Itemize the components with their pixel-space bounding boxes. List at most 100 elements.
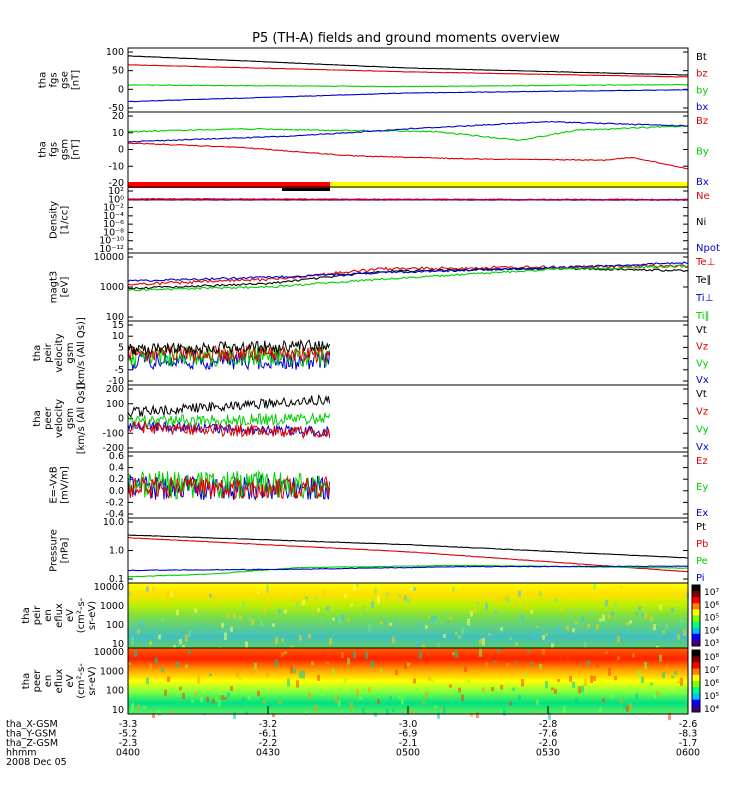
spectrogram-cell <box>608 614 611 619</box>
legend-item: Vy <box>696 358 709 369</box>
spectrogram-cell <box>530 609 533 614</box>
spectrogram-cell <box>332 668 335 676</box>
spectrogram-cell <box>335 695 338 704</box>
spectrogram-cell <box>311 661 314 665</box>
legend-item: Vt <box>696 325 707 336</box>
y-tick-label: 10 <box>112 705 124 716</box>
colorbar-frame <box>691 584 701 647</box>
spectrogram-cell <box>557 679 560 682</box>
x-tick-label: -3.3 <box>119 719 138 730</box>
spectrogram-cell <box>464 666 467 672</box>
spectrogram-cell <box>431 679 434 682</box>
panel-peir-spec: thapeirenefluxeV(cm²-s-sr-eV) 10000 1000 10… <box>21 582 719 650</box>
spectrogram-cell <box>545 680 548 689</box>
y-axis-label: thafgsgse[nT] <box>38 70 82 90</box>
x-tick-label: 0400 <box>116 748 140 759</box>
spectrogram-cell <box>662 630 665 634</box>
spectrogram-cell <box>443 706 446 713</box>
legend-item: Ti∥ <box>695 311 710 322</box>
spectrogram-cell <box>563 706 566 715</box>
spectrogram-cell <box>200 696 203 703</box>
spectrogram-cell <box>500 627 503 631</box>
spectrogram-cell <box>206 634 209 638</box>
y-tick-label: 5 <box>118 342 124 353</box>
spectrogram-cell <box>581 685 584 693</box>
y-tick-label: 0 <box>118 145 124 156</box>
spectrogram-cell <box>350 702 353 711</box>
spectrogram-cell <box>461 628 464 635</box>
spectrogram-cell <box>611 611 614 617</box>
spectrogram-cell <box>476 712 479 719</box>
y-tick-label: 0.0 <box>109 486 124 497</box>
panel-frame <box>127 384 689 453</box>
spectrogram-cell <box>368 623 371 632</box>
spectrogram-cell <box>389 622 392 626</box>
spectrogram-cell <box>149 663 152 669</box>
y-tick-label: 10.0 <box>103 517 124 528</box>
spectrogram-cell <box>146 586 149 592</box>
y-tick-label: 10⁻⁴ <box>103 211 124 222</box>
spectrogram-cell <box>242 697 245 702</box>
y-tick-label: -0.4 <box>105 509 124 520</box>
y-axis-label: thapeirenefluxeV(cm²-s-sr-eV) <box>21 597 98 633</box>
spectrogram-cell <box>659 604 662 611</box>
y-tick-label: 10⁰ <box>108 194 124 205</box>
y-tick-label: 0 <box>118 414 124 425</box>
colorbar-segment <box>692 603 700 610</box>
legend-item: Bt <box>696 52 707 63</box>
y-axis-label-line: tha <box>21 673 32 689</box>
y-axis-label-line: fgs <box>49 72 60 87</box>
y-axis-label: magt3[eV] <box>49 271 71 304</box>
spectrogram-cell <box>344 594 347 598</box>
y-tick-label: -100 <box>102 428 124 439</box>
legend-item: Te⊥ <box>695 257 715 268</box>
spectrogram-cell <box>284 651 287 654</box>
y-axis-label-line: tha <box>38 141 49 157</box>
panel-temp: magt3[eV] 10000 1000 100 Te⊥ Te∥ Ti⊥ Ti∥ <box>49 252 716 323</box>
spectrogram-cell <box>176 609 179 616</box>
spectrogram-cell <box>680 619 683 623</box>
spectrogram-cell <box>215 604 218 609</box>
spectrogram-cell <box>386 592 389 597</box>
x-tick-label: -1.7 <box>679 738 698 749</box>
y-tick-label: 10⁻⁶ <box>103 219 124 230</box>
spectrogram-cell <box>590 675 593 683</box>
spectrogram-cell <box>152 713 155 718</box>
spectrogram-cell <box>548 638 551 644</box>
spectrogram-cell <box>467 618 470 626</box>
spectrogram-cell <box>608 667 611 676</box>
series-line-Bz <box>127 142 689 170</box>
legend-item: Ez <box>696 456 708 467</box>
spectrogram-cell <box>179 686 182 691</box>
y-axis-label: thapeervelocitygsm[km/s (All Qs)] <box>32 383 87 455</box>
spectrogram-cell <box>572 681 575 689</box>
spectrogram-cell <box>224 632 227 641</box>
spectrogram-cell <box>362 708 365 714</box>
spectrogram-cell <box>233 613 236 619</box>
spectrogram-cell <box>389 695 392 701</box>
x-tick-label: -2.6 <box>679 719 698 730</box>
spectrogram-cell <box>491 613 494 619</box>
y-tick-label: 1000 <box>100 601 124 612</box>
y-axis-label-line: peer <box>32 669 43 693</box>
spectrogram-cell <box>386 708 389 715</box>
y-tick-label: 0.4 <box>109 463 124 474</box>
y-axis-label: thapeerenefluxeV(cm²-s-sr-eV) <box>21 663 98 699</box>
spectrogram-cell <box>479 639 482 645</box>
spectrogram-cell <box>134 625 137 634</box>
y-tick-label: 0.6 <box>109 451 124 462</box>
spectrogram-cell <box>482 687 485 692</box>
legend-item: Vz <box>696 342 708 353</box>
colorbar-segment <box>692 681 700 688</box>
spectrogram-cell <box>359 696 362 701</box>
spectrogram-cell <box>473 669 476 673</box>
panel-fgs-gsm: thafgsgsm[nT] 20 10 0 -10 -20 Bz By Bx <box>38 111 709 189</box>
spectrogram-cell <box>404 661 407 670</box>
spectrogram-cell <box>233 711 236 720</box>
spectrogram-cell <box>290 665 293 674</box>
spectrogram-cell <box>257 690 260 697</box>
x-tick-label: 0500 <box>396 748 420 759</box>
series-line-Pb <box>127 537 689 573</box>
x-tick-label: -8.3 <box>679 729 698 740</box>
spectrogram-cell <box>650 682 653 686</box>
